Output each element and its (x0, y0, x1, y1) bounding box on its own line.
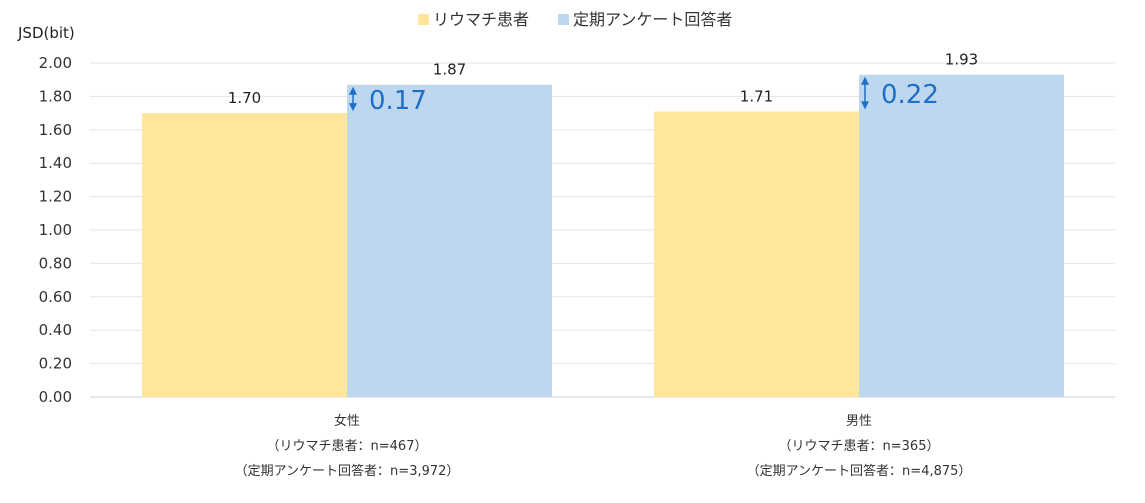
x-axis-categories: 女性 （リウマチ患者：n=467） （定期アンケート回答者：n=3,972） 男性 （リ… (235, 413, 972, 479)
bar (859, 74, 1064, 397)
category-label: 男性 (846, 414, 872, 429)
difference-label: 0.22 (881, 80, 939, 110)
y-tick-label: 1.60 (39, 121, 72, 139)
arrow-head-down-icon (349, 103, 357, 112)
y-tick-label: 0.00 (39, 388, 72, 406)
y-tick-label: 0.20 (39, 355, 72, 373)
y-tick-label: 1.20 (39, 188, 72, 206)
y-axis-label: JSD(bit) (17, 24, 75, 42)
y-tick-label: 0.60 (39, 288, 72, 306)
bar (142, 113, 347, 397)
data-label: 1.87 (433, 61, 466, 79)
bars (142, 74, 1064, 398)
y-tick-label: 0.40 (39, 321, 72, 339)
y-tick-label: 1.80 (39, 87, 72, 105)
y-tick-label: 1.00 (39, 221, 72, 239)
category-label: 女性 (334, 413, 360, 429)
category-label: （定期アンケート回答者：n=3,972） (235, 463, 460, 479)
y-axis-ticks: 0.00 0.20 0.40 0.60 0.80 1.00 1.20 1.40 1.60 1.80… (39, 54, 72, 406)
difference-annotations: 0.17 0.22 (349, 76, 939, 116)
legend-entry: 定期アンケート回答者 (573, 10, 732, 29)
arrow-head-down-icon (861, 101, 869, 110)
data-label: 1.93 (945, 51, 978, 69)
category-label: （リウマチ患者：n=365） (779, 439, 940, 454)
arrow-head-up-icon (861, 76, 869, 85)
y-tick-label: 0.80 (39, 254, 72, 272)
bar (347, 84, 552, 398)
arrow-head-up-icon (349, 86, 357, 95)
category-label: （定期アンケート回答者：n=4,875） (747, 463, 972, 479)
legend-swatch (418, 14, 429, 25)
y-tick-label: 2.00 (39, 54, 72, 72)
legend-entry: リウマチ患者 (433, 10, 529, 29)
data-label: 1.71 (740, 87, 773, 105)
legend: リウマチ患者 定期アンケート回答者 (418, 10, 732, 29)
legend-swatch (558, 14, 569, 25)
data-labels: 1.70 1.71 1.87 1.93 (228, 51, 978, 107)
difference-label: 0.17 (369, 86, 427, 116)
bar (654, 111, 859, 398)
category-label: （リウマチ患者：n=467） (267, 439, 428, 454)
data-label: 1.70 (228, 89, 261, 107)
y-tick-label: 1.40 (39, 154, 72, 172)
